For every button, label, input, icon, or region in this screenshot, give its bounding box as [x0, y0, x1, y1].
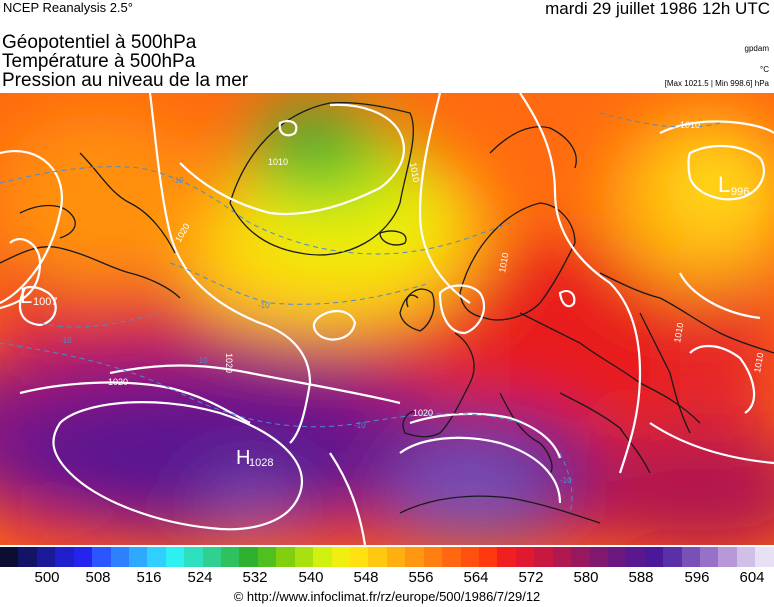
high-pressure-value: 1028 — [249, 457, 273, 469]
scale-swatch — [202, 547, 222, 567]
scale-swatch — [644, 547, 664, 567]
scale-swatch — [18, 547, 37, 567]
scale-swatch — [681, 547, 701, 567]
source-credit-link[interactable]: © http://www.infoclimat.fr/rz/europe/500… — [233, 589, 541, 604]
scale-swatch — [405, 547, 424, 567]
scale-tick: 524 — [187, 569, 213, 586]
scale-swatch — [92, 547, 111, 567]
title-geopotential: Géopotentiel à 500hPa — [2, 32, 197, 53]
scale-tick: 500 — [34, 569, 60, 586]
scale-tick: 596 — [684, 569, 710, 586]
isobar-label: 1020 — [224, 353, 234, 373]
scale-tick: 604 — [739, 569, 765, 586]
scale-swatch — [110, 547, 129, 567]
scale-swatch — [331, 547, 351, 567]
scale-tick: 580 — [573, 569, 599, 586]
scale-swatch — [36, 547, 56, 567]
scale-swatch — [165, 547, 185, 567]
scale-swatch — [589, 547, 608, 567]
scale-swatch — [221, 547, 240, 567]
temperature-label: -10 — [354, 421, 366, 430]
low-pressure-value: 996 — [731, 186, 749, 198]
scale-tick: 532 — [242, 569, 268, 586]
scale-swatch — [478, 547, 498, 567]
title-temperature: Température à 500hPa — [2, 51, 196, 72]
isobar-label: 1010 — [268, 157, 288, 167]
geopotential-field — [0, 103, 774, 545]
scale-tick: 540 — [298, 569, 324, 586]
scale-swatch — [607, 547, 627, 567]
pressure-range: [Max 1021.5 | Min 998.6] hPa — [664, 79, 769, 88]
isobar-label: 1010 — [672, 322, 685, 343]
temperature-label: -10 — [172, 176, 184, 185]
scale-swatch — [442, 547, 461, 567]
scale-swatch — [294, 547, 314, 567]
isobar-label: 1010 — [680, 120, 700, 130]
map-svg: L 1007 H 1028 L 996 1010 1020 1010 1020 … — [0, 93, 774, 545]
weather-map: L 1007 H 1028 L 996 1010 1020 1010 1020 … — [0, 93, 774, 545]
scale-swatch — [571, 547, 590, 567]
unit-geopotential: gpdam — [744, 44, 769, 53]
temperature-label: -10 — [60, 336, 72, 345]
isobar-label: 1010 — [408, 162, 421, 183]
scale-tick: 572 — [518, 569, 544, 586]
scale-swatch — [423, 547, 443, 567]
scale-swatch — [350, 547, 369, 567]
scale-swatch — [73, 547, 93, 567]
low-pressure-letter: L — [718, 172, 730, 197]
isobar-label: 1010 — [752, 352, 765, 373]
scale-tick: 516 — [136, 569, 162, 586]
unit-temperature: °C — [760, 65, 769, 74]
scale-swatch — [460, 547, 479, 567]
low-pressure-value: 1007 — [33, 296, 57, 308]
scale-swatch — [718, 547, 737, 567]
scale-swatch — [552, 547, 572, 567]
scale-swatch — [736, 547, 756, 567]
scale-swatch — [626, 547, 645, 567]
scale-tick: 588 — [628, 569, 654, 586]
low-pressure-letter: L — [20, 283, 32, 308]
scale-swatch — [663, 547, 682, 567]
coastlines — [0, 102, 774, 524]
isobars — [0, 93, 774, 545]
scale-swatch — [368, 547, 387, 567]
temperature-label: -10 — [258, 301, 270, 310]
scale-swatch — [515, 547, 535, 567]
temperature-label: -10 — [196, 356, 208, 365]
scale-swatch — [55, 547, 74, 567]
scale-swatch — [755, 547, 774, 567]
scale-swatch — [239, 547, 258, 567]
high-pressure-letter: H — [236, 447, 250, 469]
scale-swatch — [184, 547, 203, 567]
temperature-label: -10 — [560, 476, 572, 485]
map-date: mardi 29 juillet 1986 12h UTC — [545, 0, 770, 18]
scale-swatch — [313, 547, 332, 567]
scale-swatch — [700, 547, 719, 567]
scale-tick: 564 — [463, 569, 489, 586]
scale-swatch — [386, 547, 406, 567]
scale-swatch — [257, 547, 277, 567]
map-labels: L 1007 H 1028 L 996 1010 1020 1010 1020 … — [20, 120, 765, 485]
scale-swatch — [534, 547, 553, 567]
scale-swatch — [128, 547, 148, 567]
scale-swatch — [147, 547, 166, 567]
data-source: NCEP Reanalysis 2.5° — [3, 0, 133, 15]
scale-swatch — [497, 547, 516, 567]
temperature-contours — [0, 112, 721, 514]
scale-tick: 556 — [408, 569, 434, 586]
isobar-label: 1010 — [497, 252, 510, 273]
color-scale — [0, 547, 774, 567]
isobar-label: 1020 — [108, 377, 128, 387]
scale-swatch — [276, 547, 295, 567]
color-scale-labels: 500 508 516 524 532 540 548 556 564 572 … — [0, 569, 774, 587]
isobar-label: 1020 — [413, 408, 433, 418]
scale-tick: 548 — [353, 569, 379, 586]
title-pressure: Pression au niveau de la mer — [2, 70, 249, 91]
scale-swatch — [0, 547, 19, 567]
scale-tick: 508 — [85, 569, 111, 586]
